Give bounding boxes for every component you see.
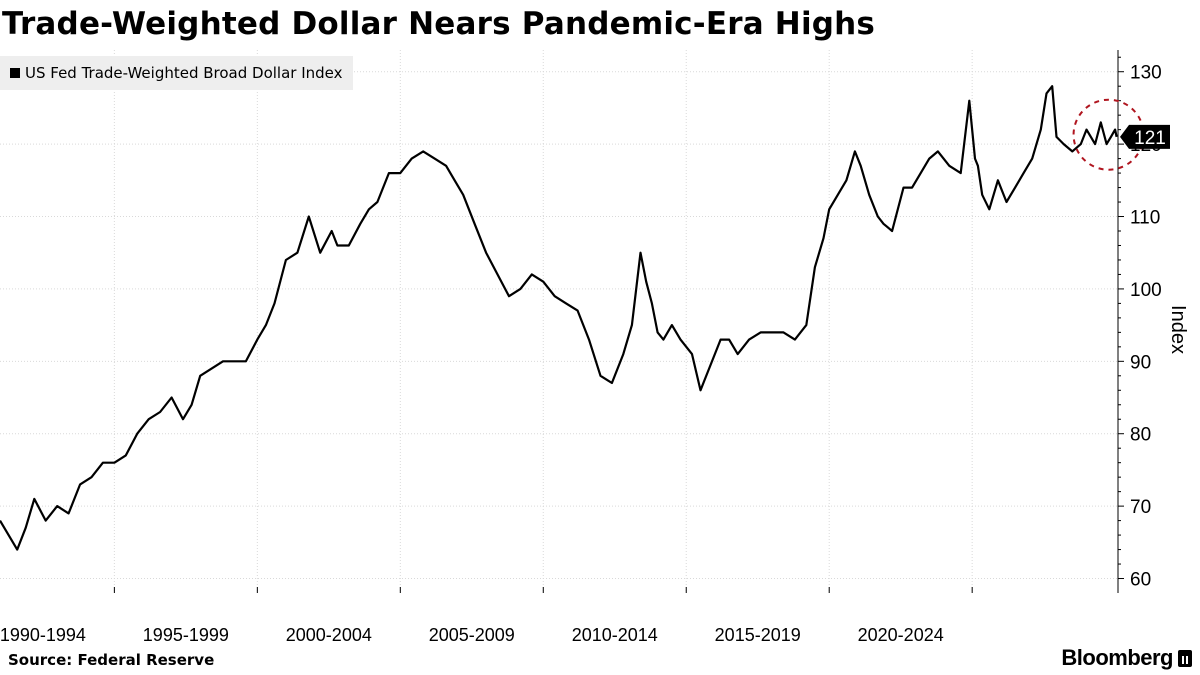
- y-tick-label: 110: [1130, 208, 1160, 229]
- x-axis-labels: 1990-1994 1995-1999 2000-2004 2005-2009 2010…: [0, 625, 944, 645]
- y-tick-label: 100: [1130, 280, 1162, 301]
- bloomberg-terminal-icon: [1178, 649, 1192, 667]
- x-tick-label: 2020-2024: [858, 625, 944, 645]
- last-value-callout: 121: [1120, 124, 1170, 149]
- legend-swatch: [10, 68, 20, 78]
- last-value-label: 121: [1134, 128, 1166, 149]
- y-tick-label: 60: [1130, 570, 1151, 591]
- y-axis-title: Index: [1167, 305, 1189, 354]
- x-tick-label: 1990-1994: [0, 625, 86, 645]
- x-tick-label: 2000-2004: [286, 625, 372, 645]
- y-tick-label: 90: [1130, 352, 1151, 373]
- legend-label: US Fed Trade-Weighted Broad Dollar Index: [25, 64, 343, 82]
- source-note: Source: Federal Reserve: [8, 651, 215, 669]
- x-tick-label: 2010-2014: [572, 625, 658, 645]
- y-tick-label: 80: [1130, 425, 1151, 446]
- x-tick-label: 2005-2009: [429, 625, 515, 645]
- chart-title: Trade-Weighted Dollar Nears Pandemic-Era…: [2, 6, 876, 42]
- brand-logo: Bloomberg: [1061, 645, 1192, 671]
- brand-name: Bloomberg: [1061, 645, 1173, 670]
- annotations: 121: [1072, 98, 1170, 171]
- legend: US Fed Trade-Weighted Broad Dollar Index: [0, 56, 353, 90]
- series-line-dollar-index: [0, 85, 1118, 551]
- x-tick-label: 1995-1999: [143, 625, 229, 645]
- y-tick-label: 70: [1130, 497, 1151, 518]
- series-lines: [0, 85, 1118, 551]
- gridlines: [0, 50, 1118, 593]
- x-tick-label: 2015-2019: [715, 625, 801, 645]
- y-tick-label: 130: [1130, 63, 1162, 84]
- last-value-badge: [1120, 124, 1170, 149]
